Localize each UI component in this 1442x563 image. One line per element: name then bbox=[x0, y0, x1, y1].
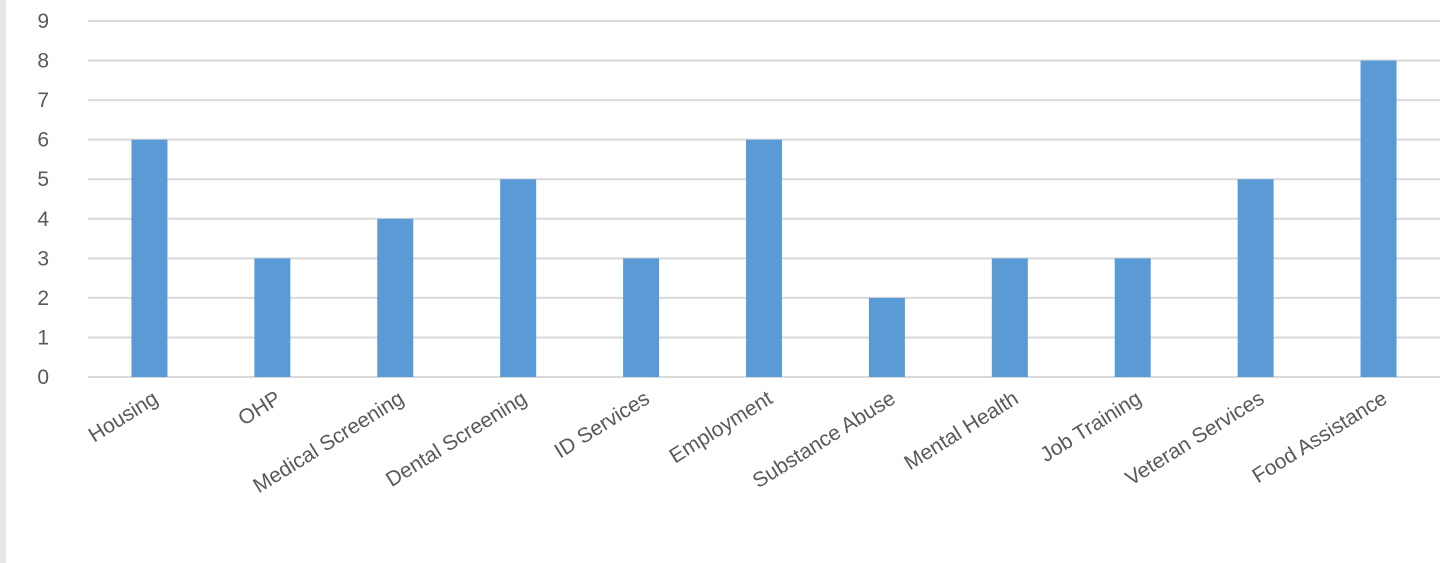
bars bbox=[131, 60, 1397, 378]
bar bbox=[377, 218, 414, 377]
bar bbox=[500, 179, 537, 377]
y-tick-label: 3 bbox=[37, 247, 49, 270]
bar bbox=[623, 258, 660, 377]
y-tick-label: 6 bbox=[37, 129, 49, 152]
x-category-label: Mental Health bbox=[900, 387, 1022, 475]
x-category-label: Housing bbox=[85, 387, 163, 447]
bar bbox=[131, 139, 168, 377]
y-tick-label: 4 bbox=[37, 208, 49, 231]
bar bbox=[746, 139, 782, 377]
y-tick-label: 5 bbox=[37, 168, 49, 191]
x-category-label: ID Services bbox=[551, 387, 654, 463]
x-category-label: OHP bbox=[234, 387, 285, 431]
bar bbox=[991, 258, 1028, 377]
bar bbox=[868, 297, 905, 377]
y-tick-label: 1 bbox=[37, 326, 49, 349]
x-category-label: Employment bbox=[665, 387, 776, 468]
y-tick-label: 7 bbox=[37, 89, 49, 112]
bar bbox=[1237, 179, 1274, 377]
bar bbox=[1360, 60, 1397, 378]
x-category-label: Food Assistance bbox=[1248, 387, 1391, 488]
x-category-label: Veteran Services bbox=[1121, 387, 1268, 491]
y-tick-label: 9 bbox=[37, 10, 49, 33]
y-tick-label: 2 bbox=[37, 287, 49, 310]
left-border bbox=[0, 0, 6, 563]
bar bbox=[1114, 258, 1151, 377]
gridlines bbox=[88, 20, 1440, 378]
y-axis-ticks: 0 1 2 3 4 5 6 7 8 9 bbox=[37, 10, 49, 389]
bar bbox=[254, 258, 291, 377]
y-tick-label: 0 bbox=[37, 366, 49, 389]
y-tick-label: 8 bbox=[37, 50, 49, 73]
x-category-label: Job Training bbox=[1036, 387, 1145, 467]
